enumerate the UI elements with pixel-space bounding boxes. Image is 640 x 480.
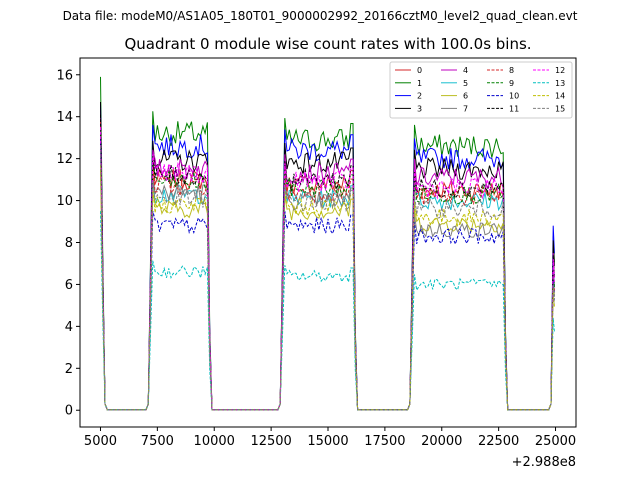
legend-label: 11 (509, 104, 519, 113)
series-layer (100, 76, 555, 411)
series-line-10 (100, 137, 555, 411)
series-line-3 (100, 101, 555, 411)
legend-label: 7 (463, 104, 468, 113)
series-line-6 (100, 169, 555, 411)
series-line-1 (100, 76, 555, 411)
y-tick-label: 2 (65, 362, 73, 377)
legend-label: 6 (463, 92, 468, 101)
chart-title: Quadrant 0 module wise count rates with … (124, 35, 531, 53)
series-line-12 (100, 127, 555, 411)
x-tick-label: 20000 (421, 434, 462, 449)
x-tick-label: 15000 (307, 434, 348, 449)
y-tick-label: 12 (56, 152, 73, 167)
legend-label: 8 (509, 66, 514, 75)
x-tick-label: 10000 (194, 434, 235, 449)
series-line-4 (100, 118, 555, 411)
legend-label: 10 (509, 92, 519, 101)
y-tick-label: 4 (65, 320, 73, 335)
x-tick-label: 12500 (250, 434, 291, 449)
legend-label: 4 (463, 66, 468, 75)
series-line-11 (100, 114, 555, 411)
series-line-8 (100, 120, 555, 411)
x-tick-label: 5000 (84, 434, 117, 449)
y-tick-label: 10 (56, 194, 73, 209)
legend-label: 1 (417, 79, 422, 88)
series-line-14 (100, 164, 555, 411)
legend-box (389, 61, 573, 119)
y-tick-label: 0 (65, 404, 73, 419)
legend-label: 5 (463, 79, 468, 88)
x-axis: 5000 7500 10000 12500 15000 17500 20000 22500 25… (84, 427, 576, 449)
legend-label: 14 (555, 92, 565, 101)
y-tick-label: 8 (65, 236, 73, 251)
legend-label: 12 (555, 66, 565, 75)
x-tick-label: 22500 (478, 434, 519, 449)
series-line-2 (100, 104, 555, 411)
legend-label: 15 (555, 104, 565, 113)
y-tick-label: 14 (56, 110, 73, 125)
legend-label: 2 (417, 92, 422, 101)
legend-label: 13 (555, 79, 565, 88)
y-axis: 0 2 4 6 8 10 12 14 16 (56, 68, 80, 419)
legend-label: 0 (417, 66, 422, 75)
plot-area: 5000 7500 10000 12500 15000 17500 20000 22500 25… (56, 57, 577, 470)
x-tick-label: 17500 (364, 434, 405, 449)
y-tick-label: 16 (56, 68, 73, 83)
legend-label: 9 (509, 79, 514, 88)
suptitle: Data file: modeM0/AS1A05_180T01_90000029… (63, 9, 578, 23)
x-offset-label: +2.988e8 (512, 455, 576, 470)
x-tick-label: 7500 (141, 434, 174, 449)
x-tick-label: 25000 (535, 434, 576, 449)
series-line-15 (100, 146, 555, 411)
y-tick-label: 6 (65, 278, 73, 293)
legend-label: 3 (417, 104, 422, 113)
series-line-13 (100, 211, 555, 411)
